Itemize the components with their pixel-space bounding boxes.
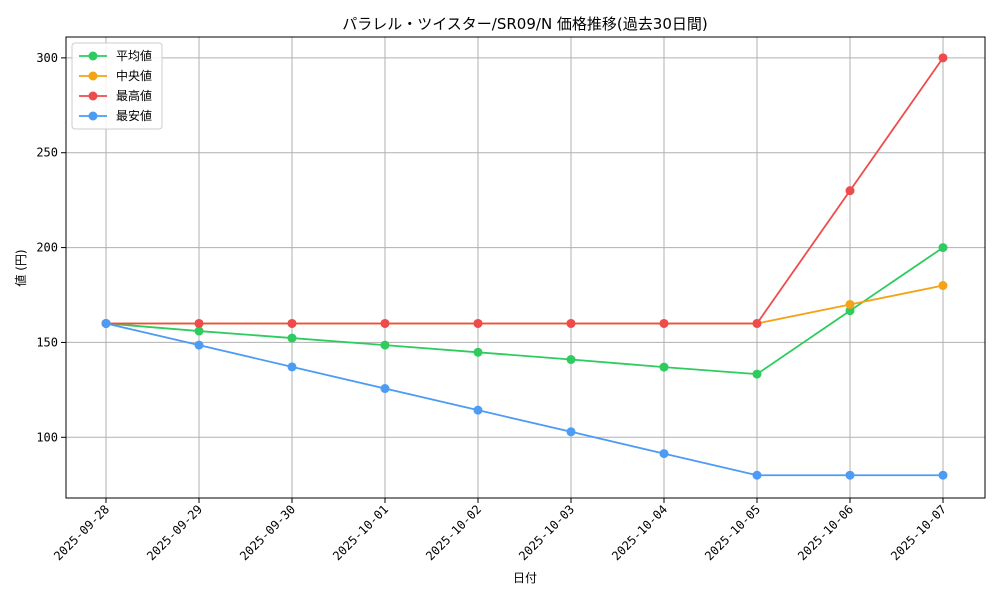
legend-frame <box>71 42 163 130</box>
data-point <box>938 243 948 253</box>
series-line <box>106 284 944 325</box>
x-tick-label: 2025-10-06 <box>795 502 856 563</box>
legend-entry: 最安値 <box>79 108 152 123</box>
x-tick-label: 2025-10-04 <box>609 502 670 563</box>
y-tick-label: 150 <box>36 335 58 349</box>
series-1 <box>101 281 948 328</box>
data-point <box>380 384 390 394</box>
data-point <box>845 186 855 196</box>
x-tick-label: 2025-10-02 <box>423 502 484 563</box>
y-tick-label: 300 <box>36 51 58 65</box>
data-point <box>659 362 669 372</box>
data-point <box>845 299 855 309</box>
data-point <box>752 318 762 328</box>
data-point <box>287 318 297 328</box>
data-point <box>566 427 576 437</box>
data-point <box>287 333 297 343</box>
y-tick-label: 100 <box>36 430 58 444</box>
data-point <box>938 470 948 480</box>
legend-entry: 中央値 <box>79 68 152 83</box>
data-point <box>473 405 483 415</box>
legend-marker <box>88 91 98 101</box>
data-point <box>380 340 390 350</box>
data-point <box>287 362 297 372</box>
plot-area-frame <box>65 36 986 499</box>
legend-entry: 最高値 <box>79 88 152 103</box>
data-point <box>473 347 483 357</box>
legend-label: 中央値 <box>116 68 152 83</box>
data-point <box>194 318 204 328</box>
x-tick-label: 2025-09-28 <box>51 502 112 563</box>
data-point <box>845 470 855 480</box>
legend-marker <box>88 51 98 61</box>
data-point <box>194 326 204 336</box>
x-tick-label: 2025-09-30 <box>237 502 298 563</box>
data-point <box>938 53 948 63</box>
data-point <box>659 449 669 459</box>
data-point <box>845 306 855 316</box>
legend-label: 平均値 <box>116 48 152 63</box>
data-point <box>752 369 762 379</box>
data-point <box>380 318 390 328</box>
x-tick-label: 2025-10-03 <box>516 502 577 563</box>
series-2 <box>101 53 948 328</box>
data-point <box>194 340 204 350</box>
data-point <box>752 470 762 480</box>
y-tick-label: 200 <box>36 241 58 255</box>
series-layer <box>101 53 948 480</box>
x-axis-label: 日付 <box>513 571 537 585</box>
series-line <box>105 246 944 376</box>
x-tick-label: 2025-10-05 <box>702 502 763 563</box>
y-axis-label: 値 (円) <box>13 249 28 286</box>
data-point <box>659 318 669 328</box>
legend-marker <box>88 71 98 81</box>
series-line <box>106 57 944 325</box>
chart-title: パラレル・ツイスター/SR09/N 価格推移(過去30日間) <box>342 15 707 33</box>
legend-entry: 平均値 <box>79 48 152 63</box>
legend-label: 最高値 <box>116 88 152 103</box>
y-tick-label: 250 <box>36 146 58 160</box>
data-point <box>473 318 483 328</box>
y-axis-ticks: 100 150 200 250 300 <box>36 51 66 444</box>
data-point <box>938 281 948 291</box>
grid-lines <box>66 37 985 498</box>
legend-marker <box>88 111 98 121</box>
legend-label: 最安値 <box>116 108 152 123</box>
x-axis-ticks: 2025-09-28 2025-09-29 2025-09-30 2025-10-01… <box>51 498 949 563</box>
data-point <box>101 318 111 328</box>
series-3 <box>101 318 948 480</box>
data-point <box>566 318 576 328</box>
series-line <box>105 322 943 477</box>
x-tick-label: 2025-10-07 <box>888 502 949 563</box>
x-tick-label: 2025-09-29 <box>144 502 205 563</box>
data-point <box>566 355 576 365</box>
x-tick-label: 2025-10-01 <box>330 502 391 563</box>
